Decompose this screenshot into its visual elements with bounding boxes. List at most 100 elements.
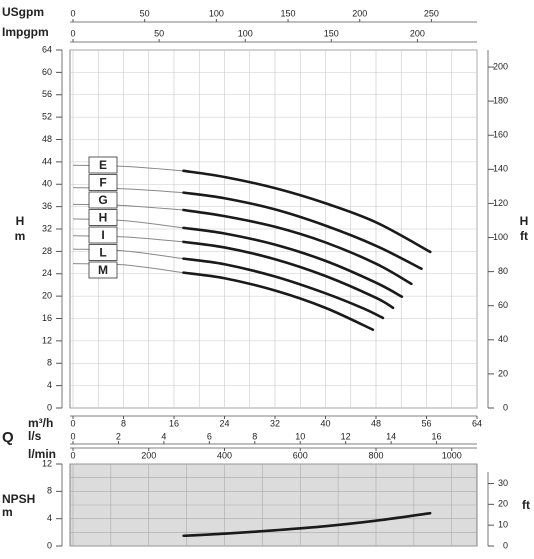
x-tick-label: 16 — [169, 418, 179, 428]
y2-tick-label: 0 — [503, 540, 508, 550]
curve — [182, 226, 404, 298]
x-tick-label: 600 — [293, 450, 308, 460]
tick-label: 100 — [238, 28, 253, 38]
tick-label: 4 — [161, 431, 166, 441]
y2-tick-label: 140 — [493, 164, 508, 174]
curve-label: L — [99, 246, 106, 260]
curve-thin — [72, 187, 184, 194]
curve-label: G — [98, 193, 107, 207]
x-tick-label: 32 — [270, 418, 280, 428]
y-tick-label: 8 — [47, 358, 52, 368]
y-tick-label: 16 — [42, 313, 52, 323]
y-tick-label: 56 — [42, 89, 52, 99]
y-tick-label: 52 — [42, 112, 52, 122]
x-tick-label: 56 — [421, 418, 431, 428]
curve — [182, 257, 385, 320]
tick-label: 150 — [324, 28, 339, 38]
tick-label: 6 — [207, 431, 212, 441]
y-tick-label: 12 — [42, 335, 52, 345]
flow-label: Q — [2, 429, 14, 446]
tick-label: 100 — [209, 8, 224, 18]
x-tick-label: 24 — [219, 418, 229, 428]
curve-label: I — [101, 228, 104, 242]
tick-label: 0 — [70, 431, 75, 441]
y-tick-label: 28 — [42, 246, 52, 256]
x-tick-label: 8 — [121, 418, 126, 428]
x-tick-label: 1000 — [442, 450, 462, 460]
curve-label: M — [98, 263, 108, 277]
y2-tick-label: 40 — [498, 334, 508, 344]
y-tick-label: 12 — [42, 458, 52, 468]
curve-label-box — [88, 156, 118, 174]
y-label: NPSH — [2, 492, 35, 506]
y2-tick-label: 100 — [493, 232, 508, 242]
y-label: H — [16, 214, 25, 228]
y-tick-label: 24 — [42, 268, 52, 278]
y-tick-label: 48 — [42, 134, 52, 144]
curve-label-box — [88, 174, 118, 191]
y2-label: H — [520, 214, 529, 228]
y2-unit: ft — [520, 229, 528, 243]
y-tick-label: 0 — [47, 540, 52, 550]
y2-tick-label: 20 — [498, 368, 508, 378]
y-tick-label: 0 — [47, 402, 52, 412]
curve-thin — [72, 164, 184, 172]
y-tick-label: 64 — [42, 44, 52, 54]
curve — [182, 191, 423, 271]
x-label: l/min — [28, 447, 56, 461]
curve-label-box — [88, 226, 118, 244]
y-tick-label: 4 — [47, 380, 52, 390]
curve — [182, 208, 413, 286]
curve-label-box — [88, 209, 118, 226]
tick-label: 10 — [295, 431, 305, 441]
curve-thin — [72, 218, 184, 229]
tick-label: 12 — [341, 431, 351, 441]
tick-label: 8 — [252, 431, 257, 441]
tick-label: 200 — [352, 8, 367, 18]
y2-tick-label: 120 — [493, 198, 508, 208]
tick-label: 0 — [70, 8, 75, 18]
y-tick-label: 20 — [42, 291, 52, 301]
tick-label: 50 — [154, 28, 164, 38]
y-unit: m — [2, 505, 13, 519]
curve-label: F — [99, 176, 106, 190]
tick-label: 16 — [432, 431, 442, 441]
curve — [182, 240, 395, 310]
y-tick-label: 36 — [42, 201, 52, 211]
x-label: m³/h — [28, 416, 53, 430]
tick-label: 14 — [386, 431, 396, 441]
y-tick-label: 60 — [42, 67, 52, 77]
tick-label: 50 — [140, 8, 150, 18]
curve-label: E — [99, 158, 107, 172]
curve-thin — [72, 203, 184, 211]
curve-thin — [72, 235, 184, 243]
tick-label: 250 — [424, 8, 439, 18]
y2-tick-label: 0 — [503, 402, 508, 412]
y-unit: m — [15, 229, 26, 243]
y2-tick-label: 180 — [493, 96, 508, 106]
y2-unit: ft — [522, 498, 530, 512]
x-tick-label: 400 — [217, 450, 232, 460]
tick-label: 2 — [116, 431, 121, 441]
x-tick-label: 800 — [368, 450, 383, 460]
y2-tick-label: 200 — [493, 61, 508, 71]
axis-label: Impgpm — [2, 25, 49, 39]
curve-label-box — [88, 191, 118, 209]
curve-label-box — [88, 244, 118, 261]
curve-thin — [72, 263, 184, 274]
tick-label: 200 — [410, 28, 425, 38]
y-tick-label: 32 — [42, 223, 52, 233]
curve — [182, 511, 432, 538]
tick-label: 0 — [70, 28, 75, 38]
axis-label: l/s — [28, 429, 42, 443]
x-tick-label: 0 — [70, 418, 75, 428]
y-tick-label: 8 — [47, 486, 52, 496]
curve — [182, 169, 432, 254]
y-tick-label: 44 — [42, 156, 52, 166]
y-tick-label: 4 — [47, 513, 52, 523]
x-tick-label: 0 — [70, 450, 75, 460]
curve — [182, 271, 375, 331]
x-tick-label: 48 — [371, 418, 381, 428]
